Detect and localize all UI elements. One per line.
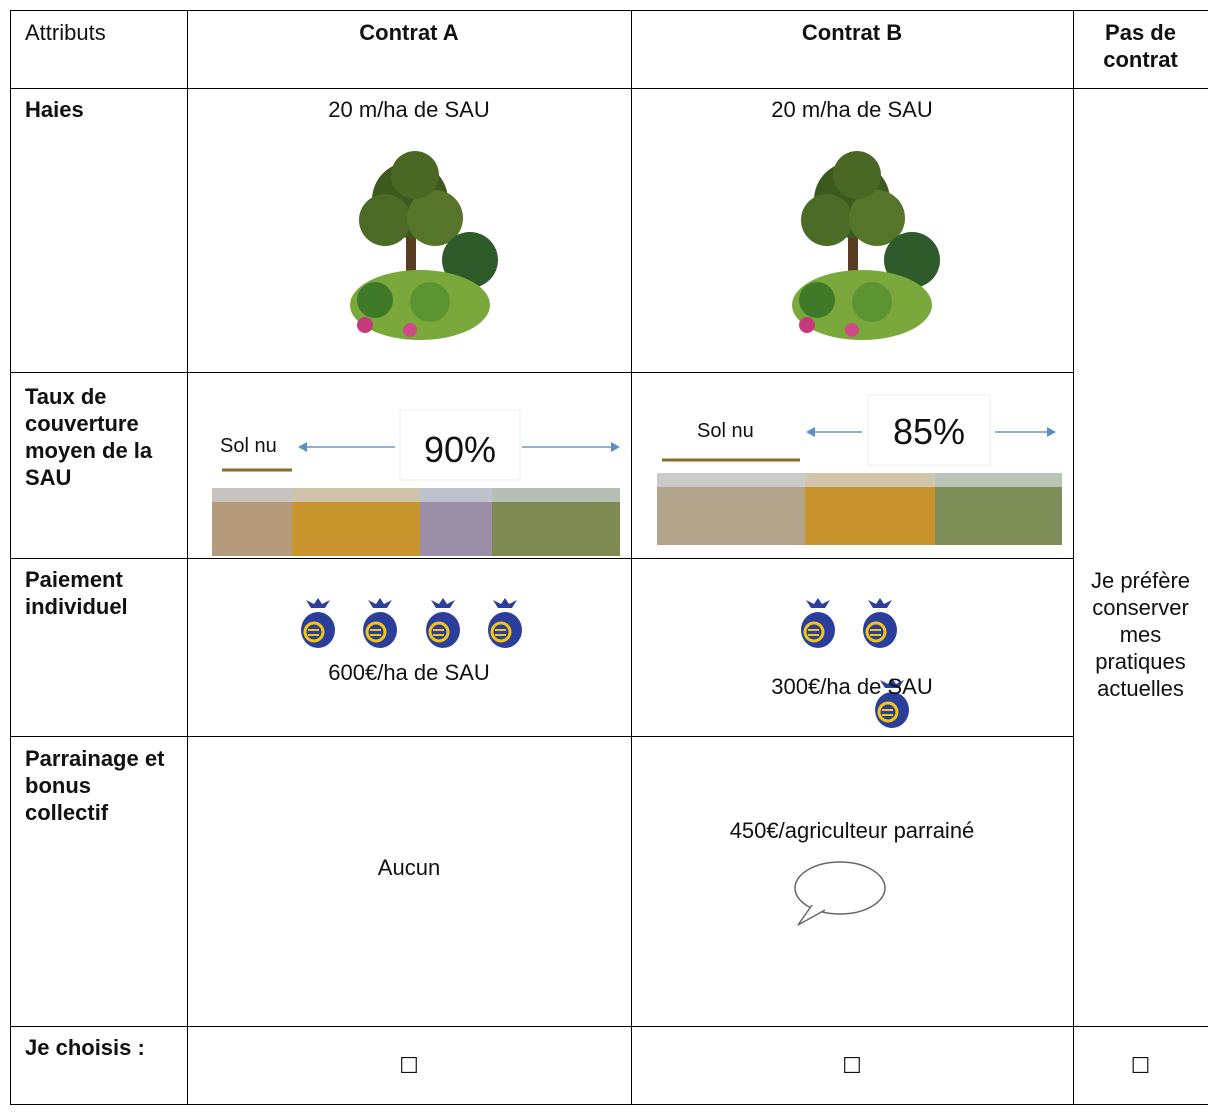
cell-text: Aucun — [377, 855, 441, 880]
no-contract-text: Je préfère conserver mes pratiques actue… — [1090, 568, 1191, 701]
checkbox: ☐ — [1130, 1053, 1151, 1078]
checkbox: ☐ — [842, 1053, 862, 1078]
cell-border — [1073, 10, 1074, 1105]
header-cell: Contrat B — [801, 20, 903, 45]
row-label: Taux de couverture moyen de la SAU — [25, 384, 153, 490]
cell-text: 20 m/ha de SAU — [771, 97, 933, 122]
cell-border — [10, 372, 1073, 373]
row-label: Paiement individuel — [25, 567, 128, 619]
cell-text: 450€/agriculteur parrainé — [729, 818, 975, 843]
image-percent: 85% — [892, 411, 966, 452]
cell-border — [10, 558, 1073, 559]
cell-border — [187, 10, 188, 1105]
cell-border — [10, 88, 1208, 89]
row-label: Je choisis : — [25, 1035, 145, 1060]
image-percent: 90% — [423, 429, 497, 470]
cell-border — [10, 736, 1073, 737]
header-cell: Contrat A — [359, 20, 459, 45]
image-label: Sol nu — [220, 435, 277, 457]
image-label: Sol nu — [697, 420, 754, 442]
cell-text: 20 m/ha de SAU — [328, 97, 490, 122]
cell-text: 300€/ha de SAU — [771, 674, 933, 699]
checkbox: ☐ — [399, 1053, 419, 1078]
cell-border — [10, 10, 11, 1105]
header-cell: Pas de contrat — [1103, 20, 1178, 72]
header-cell: Attributs — [25, 20, 106, 45]
cell-text: 600€/ha de SAU — [328, 660, 490, 685]
cell-border — [10, 10, 1208, 11]
row-label: Haies — [25, 97, 84, 122]
cell-border — [10, 1104, 1208, 1105]
row-label: Parrainage et bonus collectif — [25, 746, 165, 825]
cell-border — [10, 1026, 1208, 1027]
cell-border — [631, 10, 632, 1105]
